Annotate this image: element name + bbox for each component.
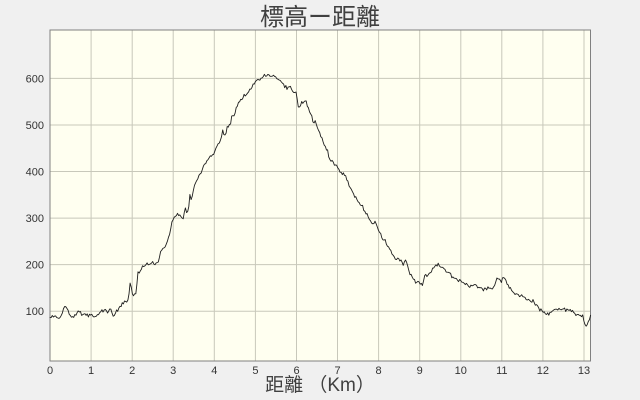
svg-text:100: 100: [26, 306, 44, 318]
svg-text:0: 0: [47, 365, 53, 377]
svg-text:8: 8: [376, 365, 382, 377]
svg-text:距離 （Km）: 距離 （Km）: [265, 374, 375, 396]
svg-text:600: 600: [26, 73, 44, 85]
svg-text:300: 300: [26, 213, 44, 225]
svg-text:200: 200: [26, 260, 44, 272]
svg-text:5: 5: [252, 365, 258, 377]
svg-text:3: 3: [170, 365, 176, 377]
svg-text:1: 1: [88, 365, 94, 377]
svg-text:9: 9: [417, 365, 423, 377]
svg-text:13: 13: [578, 365, 590, 377]
svg-text:400: 400: [26, 167, 44, 179]
svg-text:500: 500: [26, 120, 44, 132]
svg-text:10: 10: [455, 365, 467, 377]
svg-text:11: 11: [496, 365, 507, 377]
svg-text:12: 12: [537, 365, 549, 377]
svg-text:4: 4: [211, 365, 217, 377]
svg-text:2: 2: [129, 365, 135, 377]
svg-text:標高ー距離: 標高ー距離: [260, 4, 380, 31]
